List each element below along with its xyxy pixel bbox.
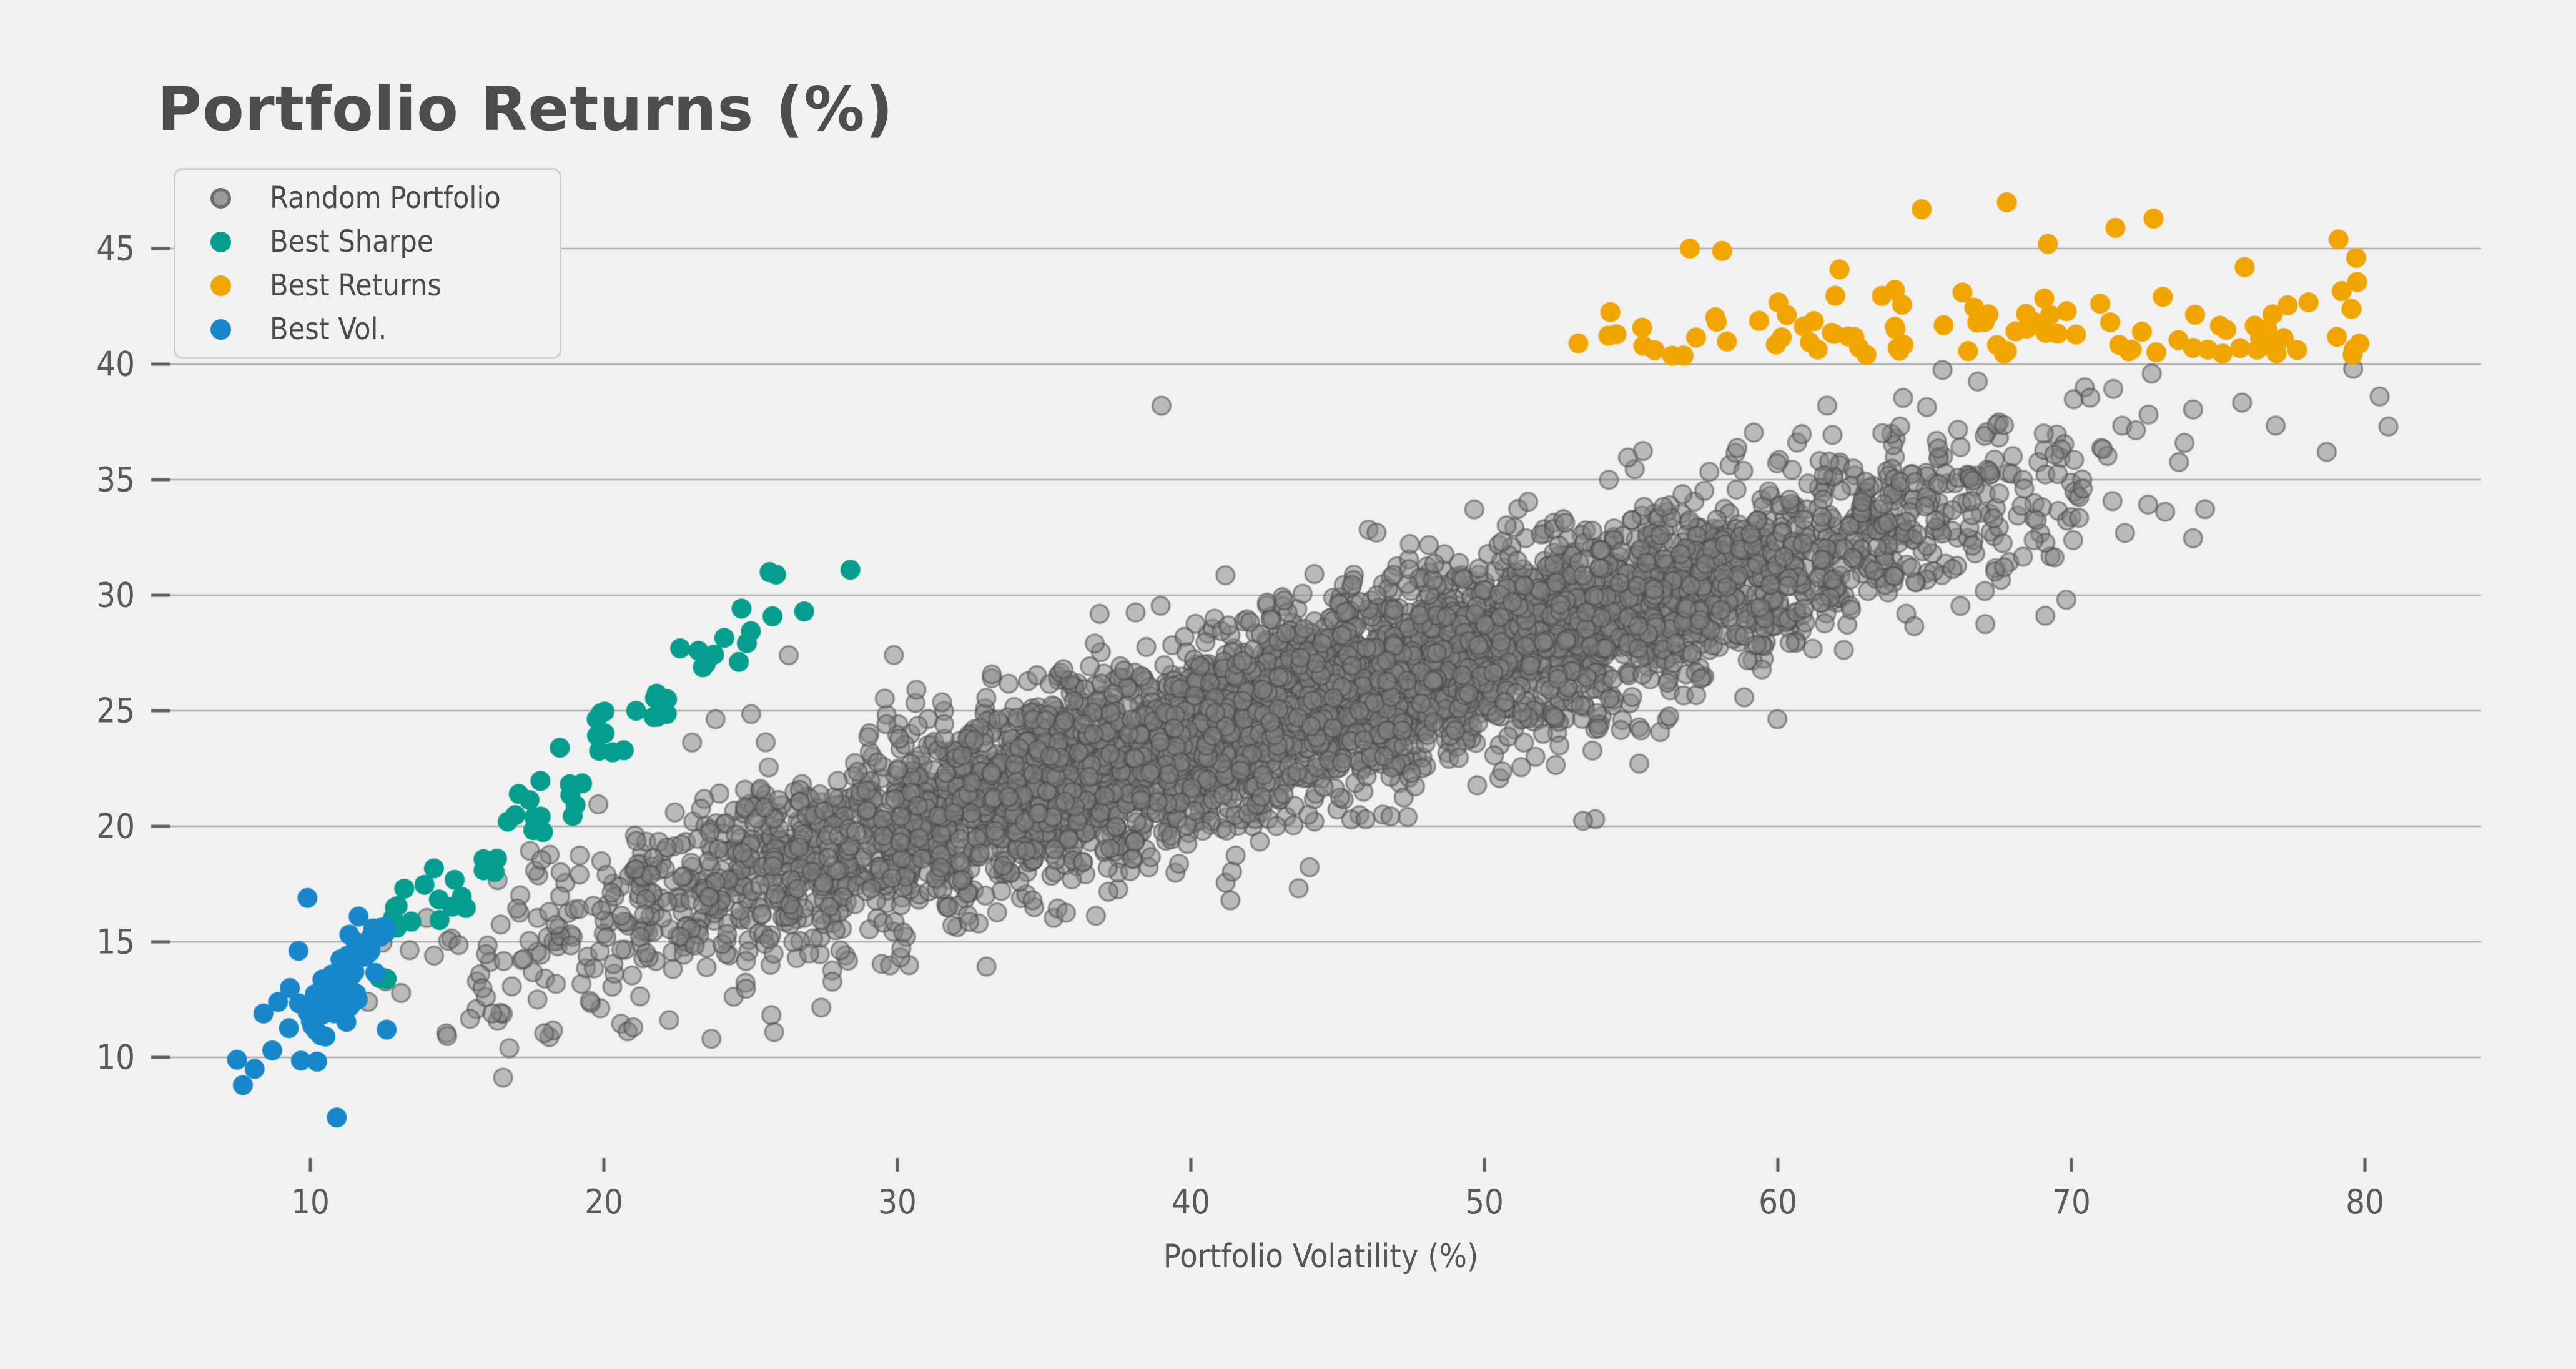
y-tick-label: 40 [96,344,135,384]
legend-item-best-returns: Best Returns [175,264,560,307]
y-tick-label: 20 [96,806,135,846]
x-axis-label: Portfolio Volatility (%) [1163,1238,1479,1275]
y-tick-label: 10 [96,1037,135,1077]
legend-label: Random Portfolio [270,180,501,215]
best-vol-marker-icon [210,319,231,340]
x-tick-label: 60 [1759,1182,1797,1222]
best-returns-marker-icon [210,275,231,296]
y-tick-label: 25 [96,691,135,731]
random-portfolio-marker-icon [210,187,231,209]
legend-label: Best Sharpe [270,224,434,259]
y-tick-label: 35 [96,460,135,500]
legend-label: Best Returns [270,268,442,303]
chart-title: Portfolio Returns (%) [157,74,894,144]
legend-label: Best Vol. [270,312,387,347]
x-tick-label: 10 [291,1182,330,1222]
legend: Random Portfolio Best Sharpe Best Return… [174,168,561,359]
y-tick-label: 15 [96,922,135,962]
y-tick-label: 45 [96,229,135,269]
x-tick-label: 80 [2346,1182,2384,1222]
x-tick-label: 20 [585,1182,623,1222]
x-tick-label: 70 [2052,1182,2091,1222]
best-sharpe-marker-icon [210,231,231,252]
legend-item-random-portfolio: Random Portfolio [175,176,560,220]
x-tick-label: 30 [878,1182,917,1222]
legend-item-best-sharpe: Best Sharpe [175,220,560,264]
legend-item-best-vol: Best Vol. [175,307,560,351]
y-tick-label: 30 [96,575,135,615]
x-tick-label: 40 [1172,1182,1210,1222]
x-tick-label: 50 [1465,1182,1504,1222]
